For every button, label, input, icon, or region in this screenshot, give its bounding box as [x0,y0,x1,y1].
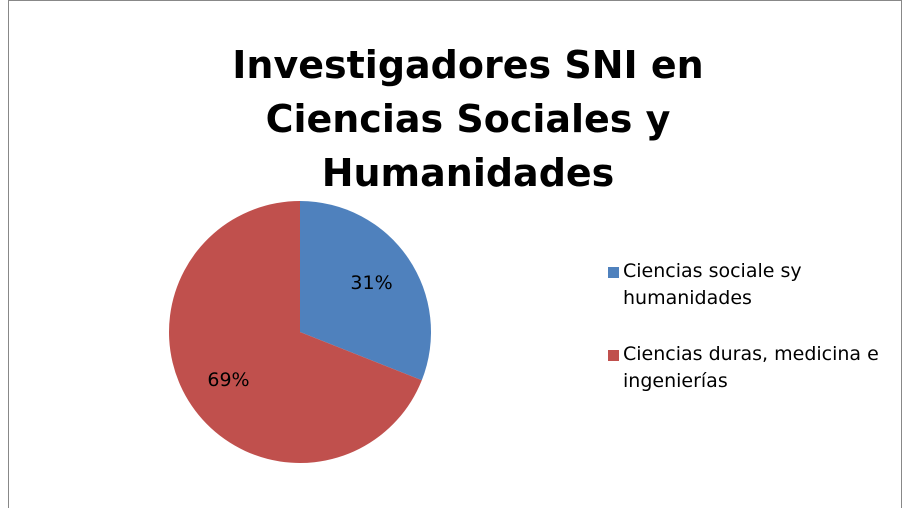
legend-swatch [608,267,619,278]
chart-frame [8,0,902,508]
data-label: 31% [350,272,392,294]
data-label: 69% [207,369,249,391]
legend-swatch [608,350,619,361]
legend-item: Ciencias sociale sy humanidades [608,258,898,312]
legend-label: Ciencias duras, medicina e ingenierías [623,343,879,392]
pie-slice [300,201,431,381]
chart-title: Investigadores SNI en Ciencias Sociales … [232,43,704,195]
legend-item: Ciencias duras, medicina e ingenierías [608,341,898,395]
pie-slice [169,201,422,463]
legend-label: Ciencias sociale sy humanidades [623,260,802,309]
